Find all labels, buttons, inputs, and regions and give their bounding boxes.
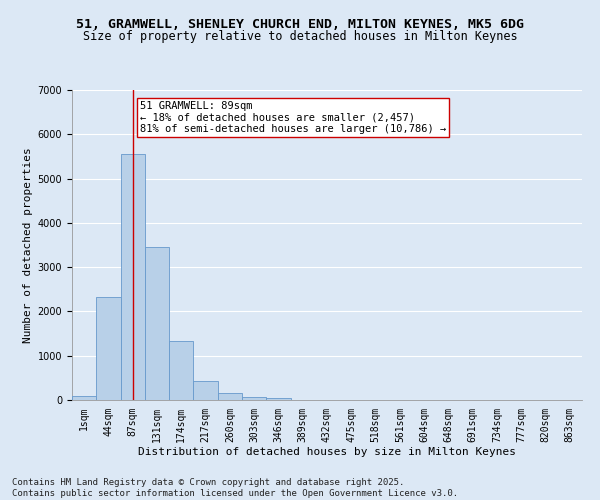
Y-axis label: Number of detached properties: Number of detached properties [23, 147, 34, 343]
Text: Contains HM Land Registry data © Crown copyright and database right 2025.
Contai: Contains HM Land Registry data © Crown c… [12, 478, 458, 498]
X-axis label: Distribution of detached houses by size in Milton Keynes: Distribution of detached houses by size … [138, 447, 516, 457]
Bar [96, 298, 121, 400]
Text: Size of property relative to detached houses in Milton Keynes: Size of property relative to detached ho… [83, 30, 517, 43]
Bar [218, 392, 242, 400]
Bar [72, 396, 96, 400]
Text: 51 GRAMWELL: 89sqm
← 18% of detached houses are smaller (2,457)
81% of semi-deta: 51 GRAMWELL: 89sqm ← 18% of detached hou… [140, 101, 446, 134]
Bar [242, 396, 266, 400]
Text: 51, GRAMWELL, SHENLEY CHURCH END, MILTON KEYNES, MK5 6DG: 51, GRAMWELL, SHENLEY CHURCH END, MILTON… [76, 18, 524, 30]
Bar [145, 247, 169, 400]
Bar [169, 341, 193, 400]
Bar [266, 398, 290, 400]
Bar [121, 154, 145, 400]
Bar [193, 381, 218, 400]
